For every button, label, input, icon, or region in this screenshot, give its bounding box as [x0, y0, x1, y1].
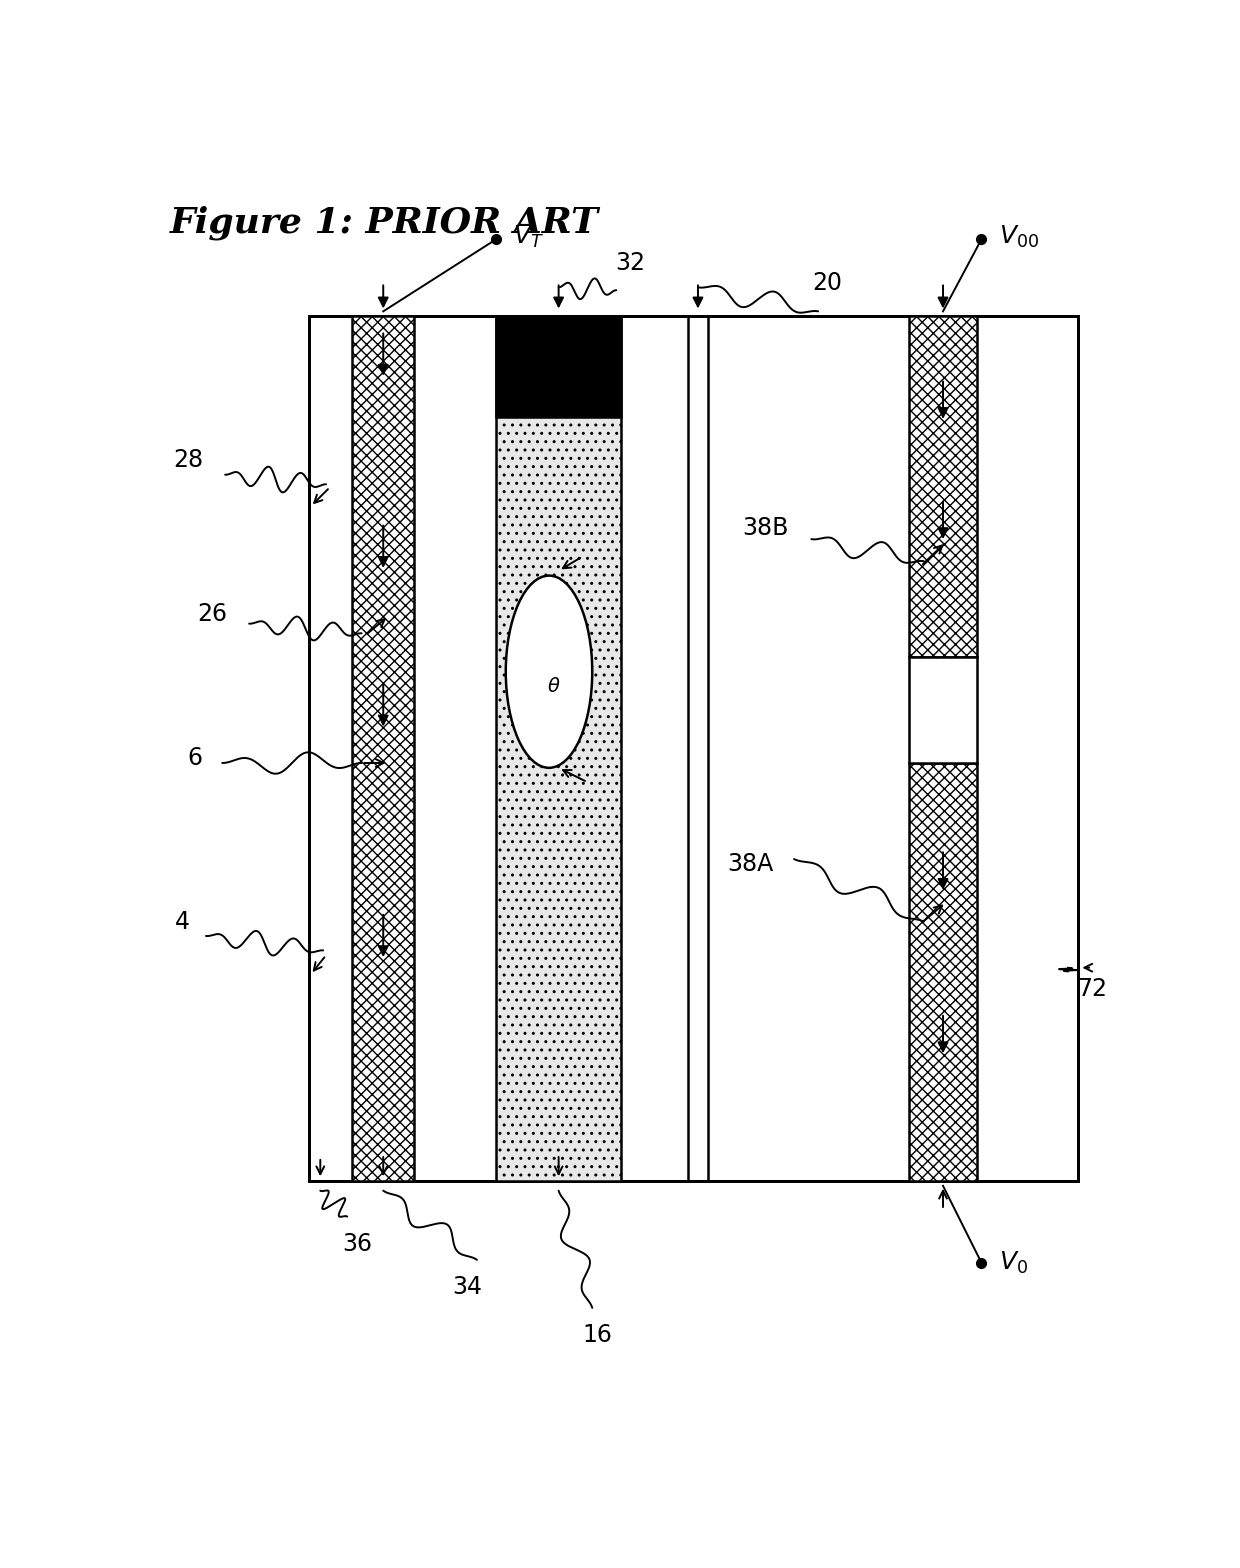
- Text: 4: 4: [175, 909, 190, 933]
- Bar: [909, 317, 977, 657]
- Text: $\theta$: $\theta$: [547, 677, 560, 696]
- Text: 36: 36: [342, 1231, 372, 1256]
- Text: $V_T$: $V_T$: [513, 224, 544, 251]
- Text: 28: 28: [174, 448, 203, 472]
- Text: 16: 16: [582, 1323, 613, 1347]
- Text: 32: 32: [616, 251, 646, 276]
- Bar: [352, 317, 414, 1181]
- Bar: [496, 317, 621, 417]
- Text: 34: 34: [453, 1275, 482, 1298]
- Ellipse shape: [506, 575, 593, 768]
- Text: 38B: 38B: [742, 516, 789, 539]
- Text: 6: 6: [188, 746, 203, 770]
- Text: 72: 72: [1078, 977, 1107, 1000]
- Text: 20: 20: [812, 271, 843, 295]
- Bar: [909, 764, 977, 1181]
- Text: 26: 26: [197, 602, 228, 626]
- Bar: [909, 657, 977, 764]
- Text: Figure 1: PRIOR ART: Figure 1: PRIOR ART: [170, 205, 599, 240]
- Text: 38A: 38A: [728, 851, 774, 877]
- Bar: [496, 317, 621, 1181]
- Text: $V_{00}$: $V_{00}$: [998, 224, 1039, 251]
- Text: $V_0$: $V_0$: [998, 1250, 1028, 1276]
- Bar: [309, 317, 1078, 1181]
